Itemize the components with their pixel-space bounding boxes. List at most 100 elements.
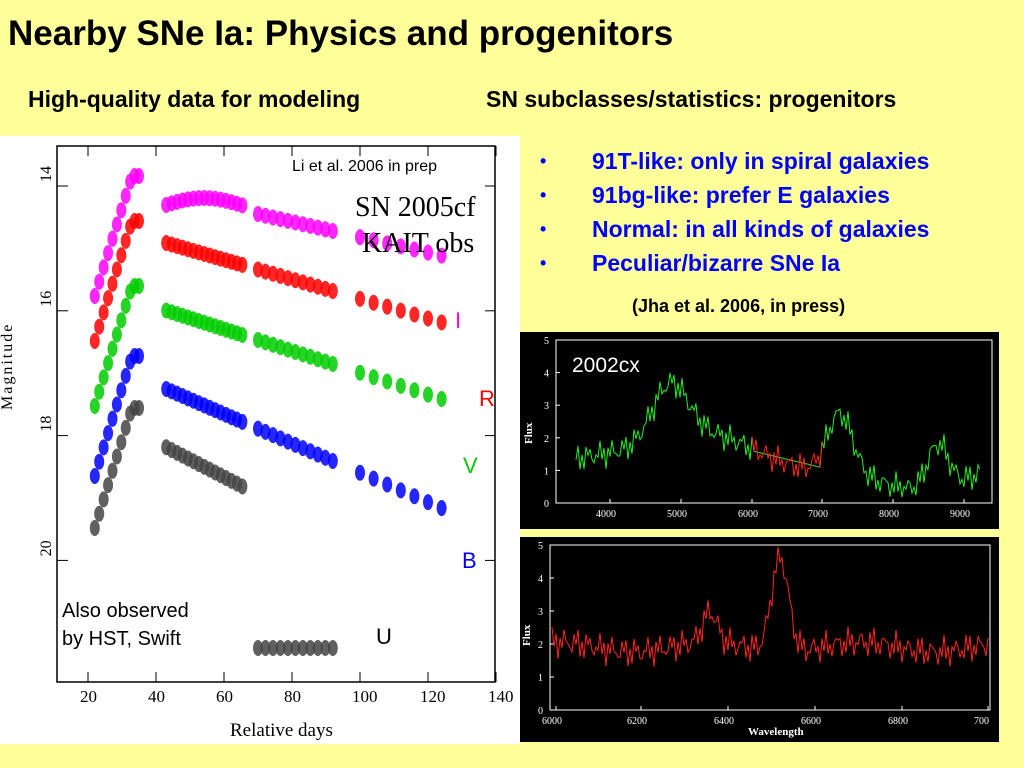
x-tick-label: 4000 bbox=[596, 509, 616, 520]
y-tick-label: 18 bbox=[38, 416, 55, 432]
y-tick-label: 20 bbox=[38, 540, 55, 556]
lightcurve-marker bbox=[253, 420, 263, 437]
lightcurve-marker bbox=[275, 339, 286, 356]
lightcurve-marker bbox=[409, 488, 420, 505]
x-tick-label: 9000 bbox=[950, 509, 970, 520]
lightcurve-marker bbox=[297, 346, 308, 363]
subtitle-left: High-quality data for modeling bbox=[28, 86, 361, 112]
lightcurve-marker bbox=[305, 217, 316, 234]
lightcurve-marker bbox=[120, 367, 131, 384]
lightcurve-marker bbox=[107, 275, 118, 292]
lightcurve-marker bbox=[409, 306, 420, 323]
lightcurve-marker bbox=[120, 297, 131, 314]
lightcurve-marker bbox=[290, 436, 301, 453]
x-tick-label: 6000 bbox=[542, 716, 562, 727]
survey-name: KAIT obs bbox=[362, 228, 474, 259]
spectrum-top-plot: 4000 5000 6000 7000 8000 9000 0 1 2 3 4 5 Flux bbox=[523, 336, 993, 520]
x-tick-label: 140 bbox=[488, 687, 514, 706]
lightcurve-marker bbox=[275, 267, 286, 284]
lightcurve-marker bbox=[94, 453, 105, 470]
lightcurve-marker bbox=[395, 238, 406, 255]
spectrum-bottom-xlabel: Wavelength bbox=[748, 726, 804, 738]
lightcurve-marker bbox=[297, 640, 308, 656]
lightcurve-marker bbox=[267, 265, 278, 282]
x-tick-label: 40 bbox=[148, 687, 165, 706]
lightcurve-marker bbox=[116, 434, 127, 451]
lightcurve-marker bbox=[267, 209, 278, 226]
lightcurve-marker bbox=[290, 214, 301, 231]
lightcurve-marker bbox=[423, 386, 433, 403]
lightcurve-marker bbox=[305, 348, 316, 365]
sn-name: SN 2005cf bbox=[355, 192, 476, 223]
x-tick-label: 6400 bbox=[714, 716, 734, 727]
lightcurve-marker bbox=[253, 206, 263, 223]
lightcurve-marker bbox=[89, 288, 100, 304]
lightcurve-marker bbox=[237, 413, 248, 430]
y-tick-label: 5 bbox=[538, 541, 543, 552]
lightcurve-marker bbox=[297, 216, 308, 233]
lightcurve-marker bbox=[320, 353, 331, 370]
lightcurve-marker bbox=[355, 229, 365, 246]
lightcurve-marker bbox=[355, 464, 365, 481]
bullet-item: • 91T-like: only in spiral galaxies bbox=[540, 148, 930, 174]
spectrum-red-line bbox=[751, 436, 823, 478]
lightcurve-marker bbox=[111, 261, 122, 278]
lightcurve-marker bbox=[297, 274, 308, 291]
y-tick-label: 0 bbox=[544, 499, 549, 510]
bullet-icon: • bbox=[540, 219, 547, 239]
bullet-icon: • bbox=[540, 151, 547, 171]
lightcurve-marker bbox=[107, 410, 118, 427]
lightcurve-marker bbox=[134, 168, 144, 184]
slide-title: Nearby SNe Ia: Physics and progenitors bbox=[8, 14, 674, 53]
y-tick-label: 5 bbox=[544, 336, 549, 347]
lightcurve-marker bbox=[134, 348, 144, 364]
lightcurve-marker bbox=[103, 425, 114, 442]
y-tick-label: 3 bbox=[538, 607, 543, 618]
lightcurve-marker bbox=[282, 341, 293, 358]
lightcurve-marker bbox=[423, 244, 433, 261]
lightcurve-marker bbox=[107, 230, 118, 247]
lightcurve-marker bbox=[103, 477, 114, 494]
lightcurve-marker bbox=[120, 232, 131, 249]
lightcurve-marker bbox=[312, 640, 323, 656]
x-tick-label: 80 bbox=[284, 687, 301, 706]
lightcurve-marker bbox=[275, 640, 286, 656]
band-label-b: B bbox=[462, 548, 477, 573]
lightcurve-marker bbox=[382, 476, 393, 493]
lightcurve-marker bbox=[290, 640, 301, 656]
lightcurve-marker bbox=[103, 290, 114, 307]
lightcurve-plot: 20 40 60 80 100 120 140 14 16 18 20 Magnitude Rela… bbox=[0, 145, 514, 741]
lightcurve-marker bbox=[94, 505, 105, 522]
lightcurve-marker bbox=[253, 331, 263, 348]
lightcurve-marker bbox=[368, 369, 379, 386]
lightcurve-marker bbox=[89, 333, 100, 349]
x-tick-label: 8000 bbox=[879, 509, 899, 520]
lightcurve-marker bbox=[116, 247, 127, 264]
lightcurve-marker bbox=[237, 256, 248, 273]
spectrum-bottom-panel: 6000 6200 6400 6600 6800 700 0 1 2 3 4 5 Flux Wavel… bbox=[520, 537, 999, 742]
y-tick-label: 2 bbox=[544, 434, 549, 445]
x-tick-label: 120 bbox=[420, 687, 446, 706]
x-tick-label: 6800 bbox=[888, 716, 908, 727]
bullet-item: • Peculiar/bizarre SNe Ia bbox=[540, 250, 841, 276]
spectrum-red-line bbox=[551, 546, 989, 667]
lightcurve-marker bbox=[103, 245, 114, 262]
lightcurve-marker bbox=[98, 304, 109, 321]
lightcurve-marker bbox=[267, 427, 278, 444]
lightcurve-marker bbox=[260, 263, 271, 280]
lightcurve-marker bbox=[305, 443, 316, 460]
lightcurve-marker bbox=[382, 298, 393, 315]
lightcurve-marker bbox=[253, 261, 263, 278]
x-tick-label: 100 bbox=[352, 687, 378, 706]
plot-frame bbox=[56, 145, 496, 683]
lightcurve-marker bbox=[134, 400, 144, 416]
y-tick-label: 1 bbox=[544, 466, 549, 477]
lightcurve-marker bbox=[98, 259, 109, 276]
lightcurve-marker bbox=[98, 369, 109, 386]
lightcurve-marker bbox=[94, 383, 105, 400]
y-tick-label: 4 bbox=[544, 369, 549, 380]
lightcurve-marker bbox=[312, 278, 323, 295]
lightcurve-marker bbox=[436, 247, 447, 264]
lightcurve-marker bbox=[368, 294, 379, 311]
